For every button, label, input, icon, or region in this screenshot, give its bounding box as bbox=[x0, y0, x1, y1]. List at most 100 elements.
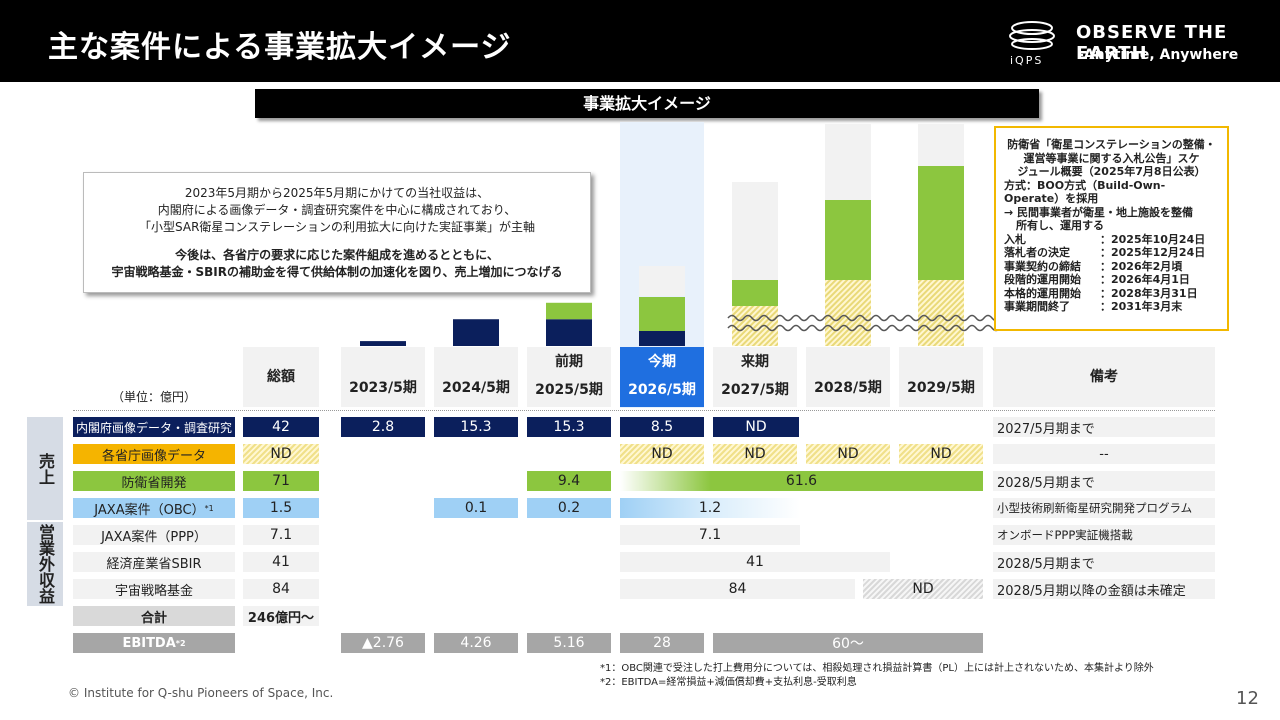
row-label: 経済産業省SBIR bbox=[73, 552, 235, 572]
schedule-heading: 運営等事業に関する入札公告」スケ bbox=[1023, 151, 1200, 165]
bar-unknown-segment bbox=[918, 124, 964, 166]
ebitda-value: 5.16 bbox=[527, 633, 611, 653]
iqps-logo-icon bbox=[1009, 21, 1055, 50]
ebitda-label: EBITDA *2 bbox=[73, 633, 235, 653]
row-label: JAXA案件（OBC） *1 bbox=[73, 498, 235, 518]
value-cell: ND bbox=[713, 444, 797, 464]
schedule-heading: ジュール概要（2025年7月8日公表） bbox=[1017, 165, 1206, 178]
span-cell: 84 bbox=[620, 579, 855, 599]
period-header-2026: 今期 2026/5期 bbox=[620, 347, 704, 407]
bar-cabinet bbox=[639, 331, 685, 346]
footnote-mark: *1 bbox=[204, 503, 214, 513]
row-label-text: JAXA案件（OBC） bbox=[94, 502, 205, 518]
period-label: 2029/5期 bbox=[907, 380, 975, 396]
schedule-key: 入札 bbox=[1004, 232, 1026, 246]
span-cell: 1.2 bbox=[620, 498, 800, 518]
schedule-key: 本格的運用開始 bbox=[1004, 286, 1081, 300]
total-header: 総額 bbox=[243, 347, 319, 407]
schedule-value: ：2025年10月24日 bbox=[1100, 232, 1206, 246]
schedule-key: 事業契約の締結 bbox=[1004, 259, 1081, 273]
schedule-key: 事業期間終了 bbox=[1004, 300, 1070, 313]
bar-unknown-segment bbox=[639, 266, 685, 296]
schedule-row: 本格的運用開始 ：2028年3月31日 bbox=[1004, 287, 1219, 301]
total-cell: 7.1 bbox=[243, 525, 319, 545]
page-number: 12 bbox=[1236, 688, 1259, 709]
schedule-value: ：2026年2月頃 bbox=[1100, 259, 1183, 273]
logo-text: iQPS bbox=[1010, 54, 1044, 67]
defense-schedule-box: 防衛省「衛星コンステレーションの整備・ 運営等事業に関する入札公告」スケ ジュー… bbox=[994, 126, 1229, 331]
period-label: 2024/5期 bbox=[442, 380, 510, 396]
value-cell: ND bbox=[620, 444, 704, 464]
remark-cell: 2028/5月期以降の金額は未確定 bbox=[993, 579, 1215, 599]
header-divider bbox=[73, 410, 1215, 411]
bar-ministries bbox=[825, 280, 871, 346]
total-cell: 41 bbox=[243, 552, 319, 572]
note-line: 2023年5月期から2025年5月期にかけての当社収益は、 bbox=[184, 186, 490, 200]
period-label: 2025/5期 bbox=[535, 382, 603, 398]
period-top-label: 来期 bbox=[741, 354, 769, 370]
schedule-row: 段階的運用開始 ：2026年4月1日 bbox=[1004, 273, 1219, 287]
value-cell: ND bbox=[713, 417, 799, 437]
unit-label: （単位：億円） bbox=[112, 390, 197, 404]
value-cell: 8.5 bbox=[620, 417, 704, 437]
remark-cell: 2028/5月期まで bbox=[993, 471, 1215, 491]
total-cell: 42 bbox=[243, 417, 319, 437]
bar-cabinet bbox=[360, 341, 406, 346]
total-header-label: 総額 bbox=[267, 369, 295, 385]
value-cell: ND bbox=[863, 579, 983, 599]
bar-ministries bbox=[732, 306, 778, 346]
value-cell: 2.8 bbox=[341, 417, 425, 437]
ebitda-value: ▲2.76 bbox=[341, 633, 425, 653]
bar-unknown-segment bbox=[732, 182, 778, 280]
bar-defense bbox=[546, 302, 592, 320]
remark-cell: 2028/5月期まで bbox=[993, 552, 1215, 572]
period-header-2025: 前期 2025/5期 bbox=[527, 347, 611, 407]
row-label: 内閣府画像データ・調査研究 bbox=[73, 417, 235, 437]
remark-cell: 2027/5月期まで bbox=[993, 417, 1215, 437]
summary-note: 2023年5月期から2025年5月期にかけての当社収益は、 内閣府による画像デー… bbox=[83, 172, 591, 293]
ebitda-value: 28 bbox=[620, 633, 704, 653]
note-line: 内閣府による画像データ・調査研究案件を中心に構成されており、 bbox=[157, 203, 517, 217]
ebitda-value: 60～ bbox=[713, 633, 983, 653]
total-cell: 84 bbox=[243, 579, 319, 599]
bar-unknown-segment bbox=[825, 124, 871, 200]
total-cell: 1.5 bbox=[243, 498, 319, 518]
bar-defense bbox=[732, 280, 778, 306]
sales-side-text: 売上 bbox=[36, 452, 55, 485]
remarks-header: 備考 bbox=[993, 347, 1215, 407]
span-cell: 7.1 bbox=[620, 525, 800, 545]
period-header-2028: 2028/5期 bbox=[806, 347, 890, 407]
ebitda-label-text: EBITDA bbox=[122, 635, 176, 651]
sales-side-label: 売上 bbox=[27, 417, 63, 520]
schedule-value: ：2028年3月31日 bbox=[1100, 286, 1198, 300]
value-cell: 0.1 bbox=[434, 498, 518, 518]
sum-label: 合計 bbox=[73, 606, 235, 626]
span-cell: 41 bbox=[620, 552, 890, 572]
schedule-method: Operate）を採用 bbox=[1004, 192, 1099, 205]
remarks-header-label: 備考 bbox=[1090, 369, 1118, 385]
value-cell: 9.4 bbox=[527, 471, 611, 491]
ebitda-value: 4.26 bbox=[434, 633, 518, 653]
value-cell: 15.3 bbox=[527, 417, 611, 437]
nonop-side-text: 営業外収益 bbox=[36, 524, 55, 604]
value-cell: 0.2 bbox=[527, 498, 611, 518]
tagline-sub: -Anytime, Anywhere bbox=[1078, 47, 1239, 63]
header-bar: 主な案件による事業拡大イメージ iQPS OBSERVE THE EARTH -… bbox=[0, 0, 1280, 82]
row-label: 宇宙戦略基金 bbox=[73, 579, 235, 599]
remark-cell: 小型技術刷新衛星研究開発プログラム bbox=[993, 498, 1215, 518]
footnote-1: *1：OBC関連で受注した打上費用分については、相殺処理され損益計算書（PL）上… bbox=[600, 663, 1154, 674]
revenue-bar-chart bbox=[360, 124, 1001, 346]
period-top-label: 前期 bbox=[555, 354, 583, 370]
total-cell: 71 bbox=[243, 471, 319, 491]
remark-cell: -- bbox=[993, 444, 1215, 464]
bar-defense bbox=[825, 200, 871, 280]
value-cell: 15.3 bbox=[434, 417, 518, 437]
bar-cabinet bbox=[453, 319, 499, 346]
section-banner: 事業拡大イメージ bbox=[255, 89, 1039, 118]
footnote-mark: *2 bbox=[175, 638, 186, 648]
schedule-arrow-note: → 民間事業者が衛星・地上施設を整備 bbox=[1004, 205, 1194, 219]
period-top-label: 今期 bbox=[648, 354, 676, 370]
value-cell: ND bbox=[899, 444, 983, 464]
note-line: 宇宙戦略基金・SBIRの補助金を得て供給体制の加速化を図り、売上増加につなげる bbox=[111, 265, 563, 279]
schedule-key: 落札者の決定 bbox=[1004, 246, 1070, 259]
